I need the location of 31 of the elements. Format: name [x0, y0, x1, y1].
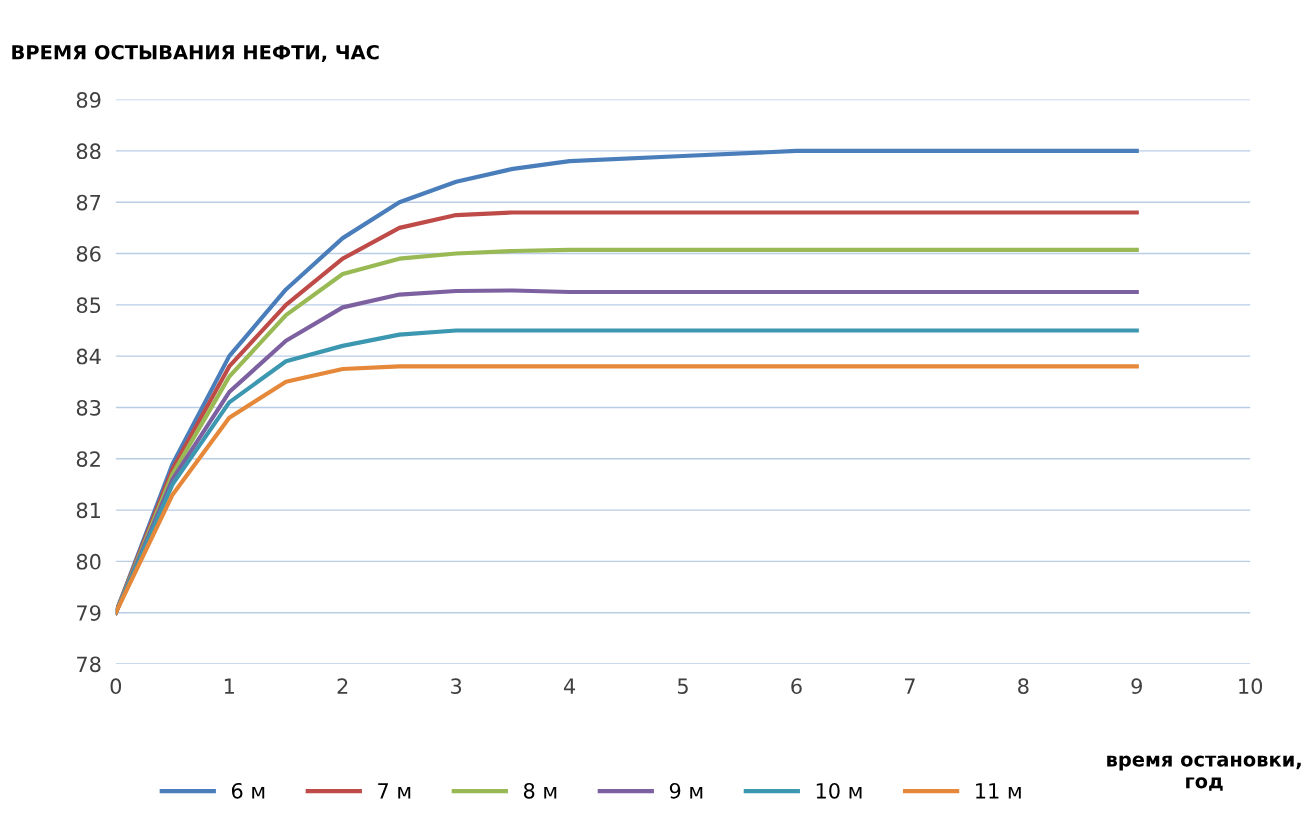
legend-label: 7 м — [378, 783, 411, 799]
x-tick-label: 3 — [451, 678, 462, 695]
y-tick-label: 81 — [76, 502, 100, 519]
y-tick-label: 87 — [76, 194, 101, 211]
x-tick-label: 0 — [110, 678, 122, 695]
x-tick-label: 1 — [224, 678, 234, 694]
x-tick-label: 6 — [791, 678, 802, 695]
y-tick-label: 82 — [76, 451, 100, 467]
y-tick-label: 78 — [77, 656, 101, 673]
x-tick-label: 10 — [1239, 678, 1263, 695]
legend-label: 8 м — [523, 782, 557, 799]
y-tick-label: 84 — [76, 348, 101, 365]
y-tick-label: 89 — [76, 92, 101, 108]
x-tick-label: 5 — [677, 678, 688, 695]
y-axis-title: ВРЕМЯ ОСТЫВАНИЯ НЕФТИ, ЧАС — [12, 44, 379, 63]
legend-label: 9 м — [669, 782, 703, 799]
legend-label: 11 м — [976, 783, 1021, 799]
y-tick-label: 79 — [77, 605, 101, 621]
x-tick-label: 9 — [1131, 678, 1142, 695]
y-tick-label: 85 — [76, 297, 101, 314]
x-axis-title: время остановки, год — [1107, 755, 1301, 791]
y-tick-label: 86 — [76, 245, 101, 262]
y-tick-label: 88 — [76, 143, 101, 160]
x-tick-label: 7 — [904, 678, 915, 694]
y-tick-label: 80 — [76, 553, 101, 570]
legend-label: 10 м — [816, 782, 862, 799]
legend-label: 6 м — [231, 782, 265, 799]
x-tick-label: 2 — [337, 678, 348, 694]
y-tick-label: 83 — [76, 399, 101, 416]
x-tick-label: 4 — [563, 678, 576, 694]
x-tick-label: 8 — [1018, 678, 1029, 695]
